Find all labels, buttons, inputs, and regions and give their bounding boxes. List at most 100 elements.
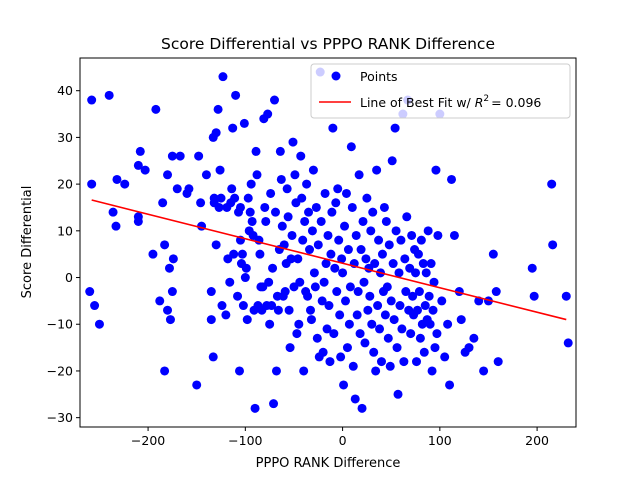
data-point bbox=[295, 277, 305, 287]
data-point bbox=[283, 212, 293, 222]
data-point bbox=[209, 193, 219, 203]
data-point bbox=[112, 174, 122, 184]
legend-r2-value: = 0.096 bbox=[491, 95, 541, 110]
data-point bbox=[104, 90, 114, 100]
data-point bbox=[255, 249, 265, 259]
data-point bbox=[350, 394, 360, 404]
data-point bbox=[87, 95, 97, 105]
x-tick-label: −200 bbox=[131, 433, 165, 448]
data-point bbox=[374, 235, 384, 245]
data-point bbox=[400, 254, 410, 264]
data-point bbox=[402, 212, 412, 222]
data-point bbox=[424, 291, 434, 301]
plot-area bbox=[85, 67, 573, 413]
data-point bbox=[362, 193, 372, 203]
data-point bbox=[303, 291, 313, 301]
data-point bbox=[227, 184, 237, 194]
legend: Points Line of Best Fit w/ R2 = 0.096 bbox=[310, 63, 571, 119]
data-point bbox=[165, 315, 175, 325]
data-point bbox=[308, 165, 318, 175]
data-point bbox=[356, 245, 366, 255]
data-point bbox=[261, 216, 271, 226]
data-point bbox=[260, 202, 270, 212]
data-point bbox=[413, 249, 423, 259]
data-point bbox=[412, 305, 422, 315]
data-point bbox=[479, 366, 489, 376]
data-point bbox=[331, 198, 341, 208]
data-point bbox=[358, 216, 368, 226]
data-point bbox=[425, 319, 435, 329]
data-point bbox=[339, 380, 349, 390]
data-point bbox=[90, 301, 100, 311]
data-point bbox=[120, 179, 130, 189]
data-point bbox=[319, 277, 329, 287]
data-point bbox=[406, 329, 416, 339]
y-tick-label: 10 bbox=[57, 223, 73, 238]
data-point bbox=[206, 315, 216, 325]
data-point bbox=[369, 347, 379, 357]
data-point bbox=[280, 287, 290, 297]
y-tick-label: 40 bbox=[57, 83, 73, 98]
data-point bbox=[230, 193, 240, 203]
data-point bbox=[305, 305, 315, 315]
data-point bbox=[384, 240, 394, 250]
data-point bbox=[163, 170, 173, 180]
data-point bbox=[337, 254, 347, 264]
data-point bbox=[294, 319, 304, 329]
data-point bbox=[270, 207, 280, 217]
data-point bbox=[401, 287, 411, 297]
data-point bbox=[394, 268, 404, 278]
y-axis-label: Score Differential bbox=[20, 186, 35, 299]
data-point bbox=[318, 347, 328, 357]
data-point bbox=[135, 146, 145, 156]
data-point bbox=[420, 301, 430, 311]
data-point bbox=[334, 235, 344, 245]
data-point bbox=[325, 357, 335, 367]
x-axis: −200 −100 0 100 200 bbox=[131, 427, 549, 448]
data-point bbox=[415, 333, 425, 343]
data-point bbox=[312, 333, 322, 343]
data-point bbox=[271, 366, 281, 376]
data-point bbox=[168, 254, 178, 264]
data-point bbox=[270, 95, 280, 105]
data-point bbox=[305, 245, 315, 255]
data-point bbox=[237, 249, 247, 259]
legend-fit-prefix: Line of Best Fit w/ bbox=[360, 95, 475, 110]
data-point bbox=[228, 123, 238, 133]
data-point bbox=[432, 329, 442, 339]
data-point bbox=[388, 259, 398, 269]
data-point bbox=[427, 366, 437, 376]
data-point bbox=[563, 338, 573, 348]
data-point bbox=[328, 123, 338, 133]
data-point bbox=[213, 104, 223, 114]
data-point bbox=[317, 296, 327, 306]
data-point bbox=[372, 165, 382, 175]
data-point bbox=[250, 403, 260, 413]
data-point bbox=[376, 357, 386, 367]
data-point bbox=[321, 259, 331, 269]
data-point bbox=[341, 188, 351, 198]
data-point bbox=[332, 287, 342, 297]
data-point bbox=[449, 230, 459, 240]
data-point bbox=[346, 142, 356, 152]
legend-r2-exponent: 2 bbox=[483, 94, 489, 104]
data-point bbox=[412, 357, 422, 367]
data-point bbox=[360, 338, 370, 348]
data-point bbox=[456, 315, 466, 325]
data-point bbox=[428, 305, 438, 315]
data-point bbox=[233, 291, 243, 301]
data-point bbox=[324, 301, 334, 311]
data-point bbox=[284, 305, 294, 315]
data-point bbox=[347, 202, 357, 212]
data-point bbox=[87, 179, 97, 189]
data-point bbox=[292, 329, 302, 339]
data-point bbox=[343, 245, 353, 255]
data-point bbox=[547, 179, 557, 189]
data-point bbox=[396, 235, 406, 245]
data-point bbox=[367, 319, 377, 329]
legend-points-label: Points bbox=[360, 69, 398, 84]
data-point bbox=[221, 310, 231, 320]
data-point bbox=[345, 282, 355, 292]
data-point bbox=[298, 235, 308, 245]
